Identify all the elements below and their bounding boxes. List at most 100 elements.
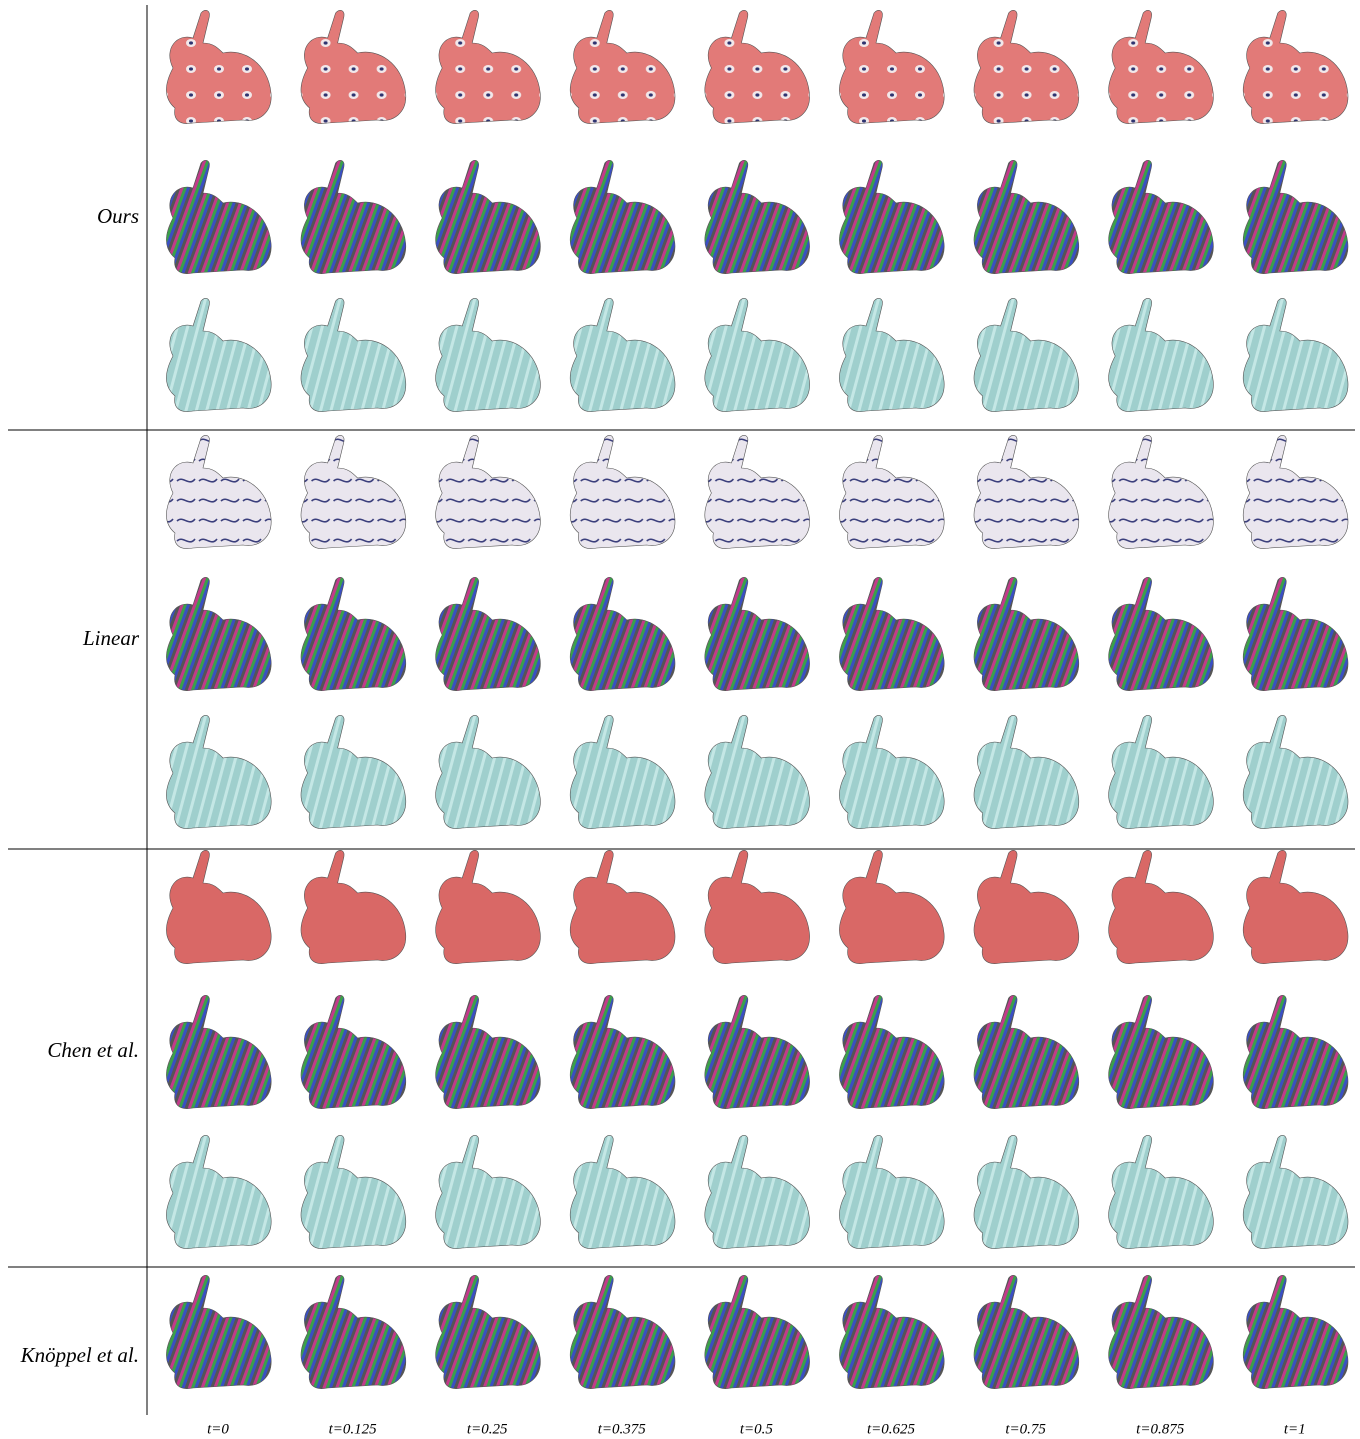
row-label: Chen et al. [47, 1038, 139, 1062]
bunny-render [569, 994, 676, 1110]
bunny-render [1108, 1134, 1214, 1250]
bunny-render [704, 994, 811, 1110]
column-label: t=0.75 [1005, 1421, 1046, 1437]
bunny-render [166, 994, 272, 1110]
bunny-render [435, 9, 541, 125]
bunny-render [1242, 849, 1349, 965]
bunny-render [1242, 714, 1349, 830]
bunny-render [839, 714, 945, 830]
column-label: t=0 [207, 1421, 229, 1437]
bunny-render [435, 434, 541, 550]
column-label: t=0.125 [329, 1421, 378, 1437]
bunny-render [166, 159, 272, 275]
bunny-render [839, 297, 945, 413]
bunny-render [166, 1274, 272, 1390]
bunny-render [1242, 1134, 1349, 1250]
bunny-render [1108, 994, 1214, 1110]
bunny-render [300, 1274, 407, 1390]
bunny-render [704, 159, 811, 275]
bunny-render [300, 159, 407, 275]
bunny-render [166, 714, 272, 830]
column-label: t=1 [1284, 1421, 1306, 1437]
bunny-render [166, 434, 272, 550]
bunny-render [1108, 849, 1214, 965]
bunny-render [435, 159, 541, 275]
bunny-render [973, 297, 1080, 413]
bunny-render [1242, 576, 1349, 692]
bunny-render [839, 434, 945, 550]
bunny-render [435, 1134, 541, 1250]
bunny-render [435, 576, 541, 692]
bunny-render [1108, 576, 1214, 692]
bunny-render [300, 297, 407, 413]
bunny-render [973, 434, 1080, 550]
bunny-render [973, 714, 1080, 830]
bunny-render [300, 9, 407, 125]
bunny-render [300, 434, 407, 550]
bunny-render [839, 576, 945, 692]
bunny-render [166, 576, 272, 692]
bunny-render [435, 714, 541, 830]
bunny-render [1108, 434, 1214, 550]
row-label: Ours [97, 204, 139, 228]
bunny-render [166, 849, 272, 965]
bunny-render [1108, 159, 1214, 275]
bunny-render [839, 159, 945, 275]
bunny-render [569, 9, 676, 125]
bunny-render [973, 1134, 1080, 1250]
bunny-render [569, 434, 676, 550]
bunny-render [300, 1134, 407, 1250]
bunny-render [1242, 434, 1349, 550]
bunny-render [300, 714, 407, 830]
bunny-render [569, 159, 676, 275]
bunny-render [704, 434, 811, 550]
bunny-render [1108, 714, 1214, 830]
bunny-render [435, 297, 541, 413]
row-label: Knöppel et al. [20, 1343, 139, 1367]
bunny-render [1108, 1274, 1214, 1390]
bunny-render [1242, 1274, 1349, 1390]
bunny-render [435, 1274, 541, 1390]
bunny-render [1242, 994, 1349, 1110]
column-label: t=0.5 [740, 1421, 774, 1437]
row-label: Linear [82, 626, 140, 650]
bunny-render [704, 9, 811, 125]
bunny-render [569, 849, 676, 965]
bunny-render [569, 1134, 676, 1250]
bunny-render [1242, 297, 1349, 413]
bunny-render [166, 297, 272, 413]
bunny-render [1108, 297, 1214, 413]
bunny-render [300, 994, 407, 1110]
bunny-render [839, 9, 945, 125]
bunny-render [300, 849, 407, 965]
column-label: t=0.25 [467, 1421, 508, 1437]
column-label: t=0.875 [1136, 1421, 1185, 1437]
bunny-render [1242, 159, 1349, 275]
bunny-render [704, 1134, 811, 1250]
bunny-render [1108, 9, 1214, 125]
column-label: t=0.625 [867, 1421, 916, 1437]
bunny-render [704, 714, 811, 830]
bunny-render [435, 994, 541, 1110]
bunny-render [973, 159, 1080, 275]
bunny-render [704, 849, 811, 965]
bunny-render [839, 994, 945, 1110]
bunny-render [569, 297, 676, 413]
bunny-render [435, 849, 541, 965]
bunny-render [973, 849, 1080, 965]
bunny-render [569, 714, 676, 830]
bunny-render [973, 1274, 1080, 1390]
bunny-render [569, 1274, 676, 1390]
bunny-render [166, 9, 272, 125]
bunny-render [839, 1274, 945, 1390]
bunny-render [704, 576, 811, 692]
bunny-render [569, 576, 676, 692]
bunny-render [704, 297, 811, 413]
bunny-render [1242, 9, 1349, 125]
bunny-render [973, 9, 1080, 125]
column-label: t=0.375 [598, 1421, 647, 1437]
bunny-render [839, 1134, 945, 1250]
bunny-render [300, 576, 407, 692]
bunny-render [166, 1134, 272, 1250]
